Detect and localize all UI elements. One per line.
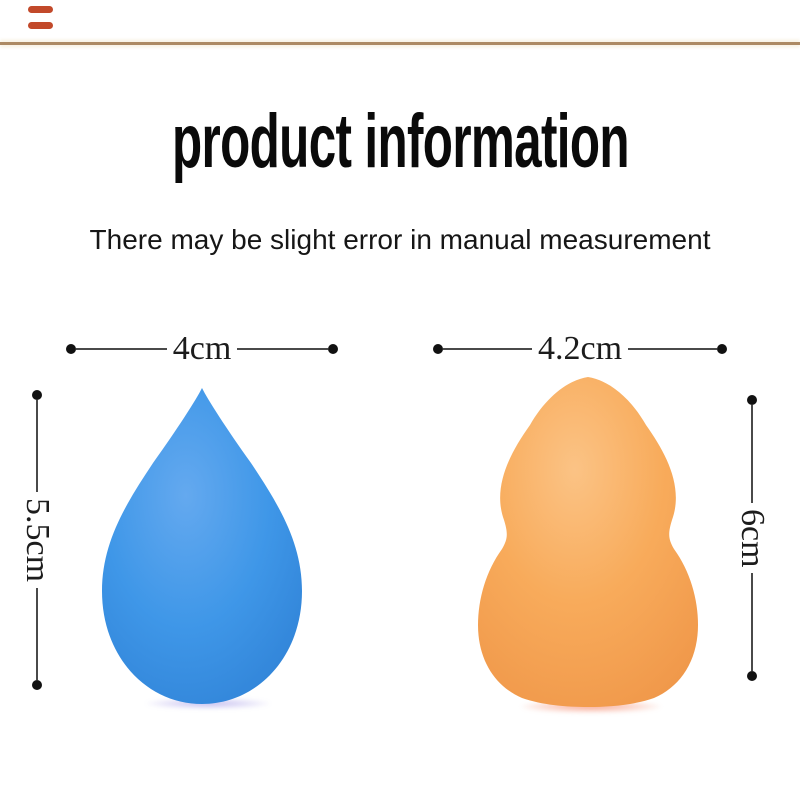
measure-line — [443, 348, 532, 350]
measure-endpoint-dot — [328, 344, 339, 354]
measure-endpoint-dot — [32, 390, 42, 400]
teardrop-sponge-image — [88, 386, 316, 706]
teardrop-height-label: 5.5cm — [19, 497, 56, 583]
measure-endpoint-dot — [747, 671, 757, 682]
measure-line — [76, 348, 167, 350]
gourd-width-measure: 4.2cm — [433, 329, 728, 369]
measure-line — [751, 573, 753, 672]
gourd-height-measure: 6cm — [732, 395, 772, 682]
gourd-sponge-shape — [478, 377, 698, 707]
measure-endpoint-dot — [433, 344, 443, 354]
measure-line — [36, 588, 38, 681]
top-divider-rule — [0, 42, 800, 45]
measure-endpoint-dot — [717, 344, 728, 354]
corner-dash-icon — [28, 6, 53, 13]
measure-endpoint-dot — [66, 344, 76, 354]
gourd-sponge-image — [476, 375, 702, 707]
measure-line — [628, 348, 718, 350]
teardrop-width-label: 4cm — [172, 330, 232, 367]
teardrop-height-measure: 5.5cm — [17, 390, 57, 691]
measure-endpoint-dot — [32, 680, 42, 691]
measure-line — [237, 348, 329, 350]
teardrop-width-measure: 4cm — [66, 329, 339, 369]
teardrop-sponge-shape — [102, 388, 302, 704]
corner-dash-icon — [28, 22, 53, 29]
page-subtitle: There may be slight error in manual meas… — [89, 224, 711, 255]
gourd-height-label: 6cm — [734, 508, 771, 568]
page-title: product information — [171, 99, 630, 184]
measure-line — [751, 405, 753, 503]
page-title-wrap: product information — [0, 102, 800, 182]
gourd-width-label: 4.2cm — [537, 330, 623, 367]
measure-endpoint-dot — [747, 395, 757, 405]
measure-line — [36, 400, 38, 492]
page-subtitle-wrap: There may be slight error in manual meas… — [0, 222, 800, 258]
